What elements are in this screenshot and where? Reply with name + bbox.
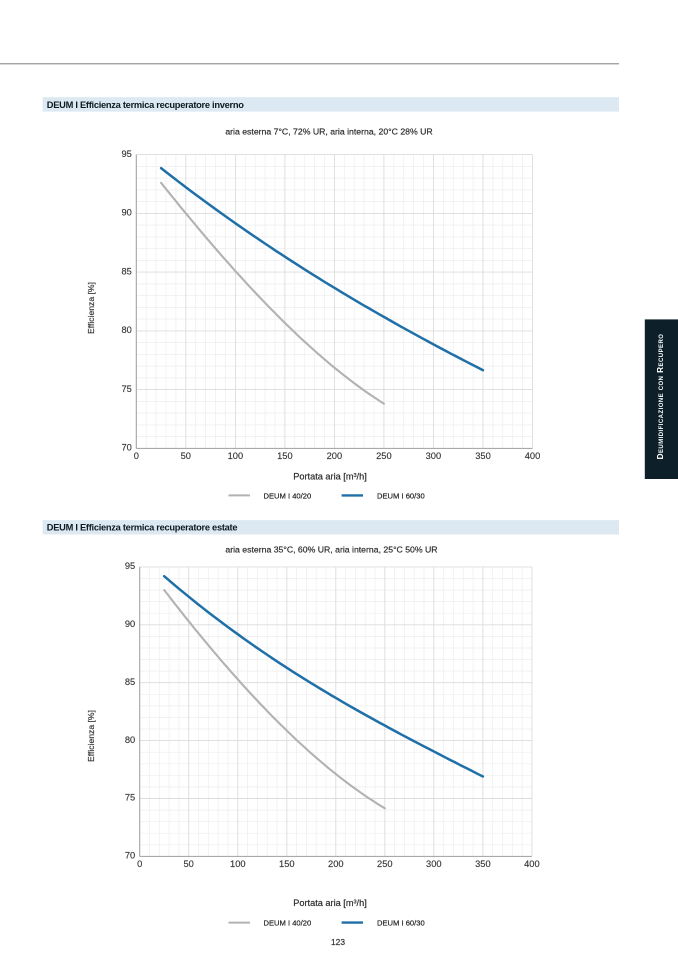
svg-text:50: 50	[181, 451, 191, 461]
svg-text:75: 75	[125, 793, 135, 803]
svg-text:100: 100	[230, 859, 246, 869]
svg-text:250: 250	[376, 451, 392, 461]
svg-text:aria esterna 35°C, 60% UR, ari: aria esterna 35°C, 60% UR, aria interna,…	[225, 545, 437, 555]
svg-text:Efficienza [%]: Efficienza [%]	[86, 710, 96, 762]
svg-text:DEUM I 40/20: DEUM I 40/20	[264, 491, 312, 500]
svg-text:Portata aria [m³/h]: Portata aria [m³/h]	[293, 898, 367, 908]
svg-text:90: 90	[121, 208, 131, 218]
svg-text:150: 150	[279, 859, 295, 869]
svg-text:75: 75	[121, 384, 131, 394]
svg-text:350: 350	[475, 859, 491, 869]
svg-text:85: 85	[121, 266, 131, 276]
svg-text:250: 250	[377, 859, 393, 869]
svg-text:70: 70	[121, 443, 131, 453]
svg-text:350: 350	[475, 451, 491, 461]
svg-text:200: 200	[327, 451, 343, 461]
svg-text:123: 123	[331, 937, 345, 947]
svg-text:300: 300	[426, 451, 442, 461]
svg-text:Efficienza [%]: Efficienza [%]	[86, 282, 96, 334]
svg-text:95: 95	[125, 561, 135, 571]
svg-text:95: 95	[121, 149, 131, 159]
svg-text:150: 150	[277, 451, 293, 461]
svg-text:DEUM I 60/30: DEUM I 60/30	[377, 919, 425, 928]
svg-text:DEUM I 40/20: DEUM I 40/20	[264, 919, 312, 928]
svg-text:90: 90	[125, 619, 135, 629]
svg-text:200: 200	[328, 859, 344, 869]
svg-text:85: 85	[125, 677, 135, 687]
svg-text:Portata aria [m³/h]: Portata aria [m³/h]	[293, 472, 367, 482]
svg-text:Deumidificazione con Recupero: Deumidificazione con Recupero	[656, 334, 665, 460]
svg-text:50: 50	[184, 859, 194, 869]
svg-text:DEUM I Efficienza termica recu: DEUM I Efficienza termica recuperatore e…	[47, 523, 238, 533]
svg-text:DEUM I Efficienza termica recu: DEUM I Efficienza termica recuperatore i…	[47, 100, 244, 110]
svg-text:70: 70	[125, 851, 135, 861]
svg-text:0: 0	[137, 859, 142, 869]
svg-text:400: 400	[524, 859, 540, 869]
svg-text:300: 300	[426, 859, 442, 869]
svg-text:0: 0	[134, 451, 139, 461]
svg-text:80: 80	[125, 735, 135, 745]
svg-text:DEUM I 60/30: DEUM I 60/30	[377, 491, 425, 500]
svg-text:400: 400	[525, 451, 541, 461]
svg-text:80: 80	[121, 325, 131, 335]
svg-text:100: 100	[228, 451, 244, 461]
svg-text:aria esterna 7°C, 72% UR, aria: aria esterna 7°C, 72% UR, aria interna, …	[225, 127, 432, 137]
